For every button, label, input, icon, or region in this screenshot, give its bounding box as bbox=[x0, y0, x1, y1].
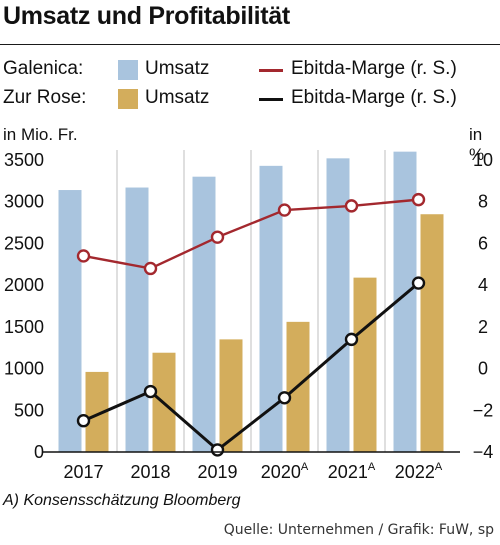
y-left-tick-label: 2500 bbox=[4, 233, 44, 253]
point-galenica-2020 bbox=[277, 203, 292, 217]
point-galenica-2022 bbox=[411, 192, 426, 207]
x-tick-label: 2021A bbox=[328, 461, 376, 482]
bar-galenica-2022 bbox=[393, 151, 417, 452]
legend-label-zurrose-marge: Ebitda-Marge (r. S.) bbox=[291, 87, 457, 108]
legend-label-galenica-umsatz: Umsatz bbox=[145, 58, 210, 79]
x-tick-label: 2020A bbox=[261, 461, 309, 482]
point-zurrose-2021 bbox=[344, 332, 359, 347]
legend-row-galenica: Galenica: Umsatz Ebitda-Marge (r. S.) bbox=[0, 58, 500, 84]
y-right-tick-label: 10 bbox=[473, 150, 493, 170]
source-credit: Quelle: Unternehmen / Grafik: FuW, sp bbox=[223, 522, 494, 538]
left-axis-unit: in Mio. Fr. bbox=[3, 125, 78, 144]
point-zurrose-2022 bbox=[411, 276, 426, 290]
y-left-tick-label: 0 bbox=[34, 442, 44, 462]
x-tick-label: 2018 bbox=[130, 462, 170, 482]
point-galenica-2021 bbox=[344, 199, 359, 213]
y-right-tick-label: −4 bbox=[473, 442, 494, 462]
y-right-tick-label: 8 bbox=[478, 192, 488, 212]
bar-galenica-2021 bbox=[326, 158, 350, 452]
x-tick-label: 2019 bbox=[197, 462, 237, 482]
chart-title: Umsatz und Profitabilität bbox=[3, 2, 290, 30]
point-zurrose-2018 bbox=[143, 384, 158, 399]
y-right-tick-label: −2 bbox=[473, 400, 494, 420]
title-divider bbox=[0, 44, 500, 45]
legend-company-zurrose: Zur Rose: bbox=[3, 87, 87, 108]
legend-line-galenica-marge bbox=[259, 69, 283, 72]
line-zurrose-marge bbox=[82, 281, 420, 452]
bar-galenica-2017 bbox=[58, 190, 82, 452]
x-tick-label: 2022A bbox=[395, 461, 443, 482]
x-tick-label: 2017 bbox=[63, 462, 103, 482]
legend-row-zurrose: Zur Rose: Umsatz Ebitda-Marge (r. S.) bbox=[0, 87, 500, 113]
bar-zurrose-2017 bbox=[85, 371, 109, 452]
legend-swatch-galenica-umsatz bbox=[118, 60, 138, 80]
y-left-tick-label: 1000 bbox=[4, 359, 44, 379]
legend-swatch-zurrose-umsatz bbox=[118, 89, 138, 109]
y-left-tick-label: 1500 bbox=[4, 317, 44, 337]
y-left-tick-label: 2000 bbox=[4, 275, 44, 295]
y-right-tick-label: 2 bbox=[478, 317, 488, 337]
bar-galenica-2020 bbox=[259, 165, 283, 452]
legend-line-zurrose-marge bbox=[259, 98, 283, 101]
y-right-tick-label: 6 bbox=[478, 233, 488, 253]
point-galenica-2017 bbox=[76, 249, 91, 263]
legend-label-galenica-marge: Ebitda-Marge (r. S.) bbox=[291, 58, 457, 79]
point-galenica-2019 bbox=[210, 230, 225, 244]
bar-zurrose-2021 bbox=[353, 277, 377, 452]
y-left-tick-label: 3000 bbox=[4, 192, 44, 212]
legend-company-galenica: Galenica: bbox=[3, 58, 84, 79]
point-galenica-2018 bbox=[143, 261, 158, 276]
line-galenica-marge bbox=[83, 198, 419, 270]
point-zurrose-2019 bbox=[210, 443, 225, 457]
bar-zurrose-2019 bbox=[219, 339, 243, 452]
y-left-tick-label: 3500 bbox=[4, 150, 44, 170]
y-left-tick-label: 500 bbox=[14, 400, 44, 420]
footnote: A) Konsensschätzung Bloomberg bbox=[3, 492, 241, 509]
bar-galenica-2019 bbox=[192, 176, 216, 452]
y-right-tick-label: 0 bbox=[478, 359, 488, 379]
point-zurrose-2017 bbox=[76, 414, 91, 428]
right-axis-unit: in % bbox=[469, 125, 485, 164]
point-zurrose-2020 bbox=[277, 391, 292, 405]
y-right-tick-label: 4 bbox=[478, 275, 488, 295]
legend-label-zurrose-umsatz: Umsatz bbox=[145, 87, 210, 108]
bar-galenica-2018 bbox=[125, 187, 149, 452]
bar-zurrose-2022 bbox=[420, 214, 444, 452]
